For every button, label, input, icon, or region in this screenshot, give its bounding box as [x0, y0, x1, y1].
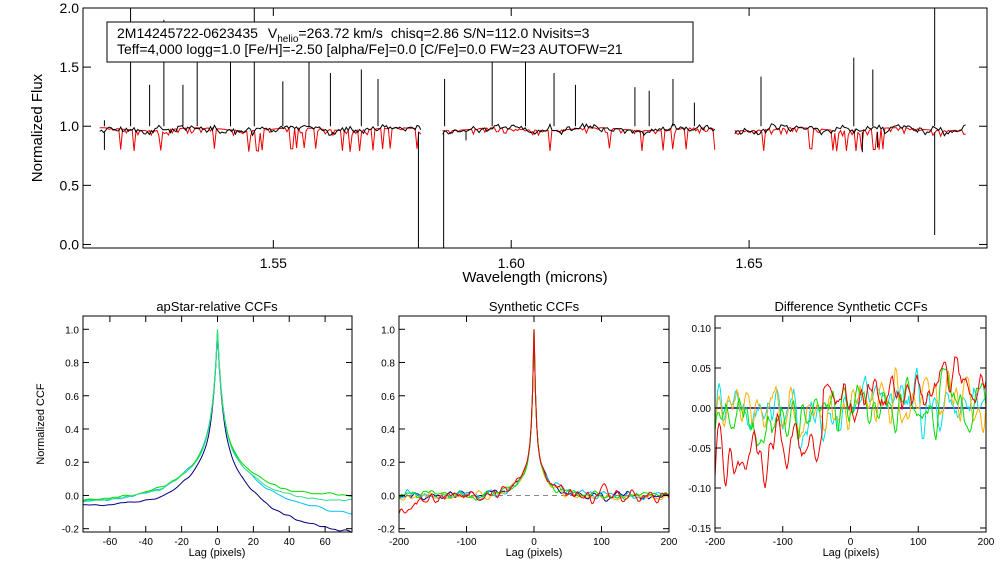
difference-ccf-line-1 [714, 367, 987, 451]
difference-x-tick-label: 0 [848, 537, 854, 548]
difference-x-tick-label: -200 [705, 537, 725, 548]
spectrum-x-tick-label: 1.65 [735, 255, 762, 271]
apstar-x-tick-label: 40 [284, 537, 296, 548]
synthetic-x-tick-label: 0 [531, 537, 537, 548]
spectrum-x-tick-label: 1.55 [260, 255, 287, 271]
synthetic-y-tick-label: 0.4 [381, 425, 395, 436]
apstar-y-tick-label: 0.2 [65, 458, 79, 469]
apstar-y-tick-label: 0.8 [65, 359, 79, 370]
difference-ccf-line-3 [714, 367, 987, 448]
model-spectrum-chip-0 [99, 126, 422, 152]
info-box [106, 21, 694, 63]
synthetic-ccf-line-1 [398, 329, 670, 501]
difference-y-tick-label: 0.05 [692, 364, 712, 375]
spectrum-y-label: Normalized Flux [29, 73, 46, 182]
apstar-x-tick-label: 0 [215, 537, 221, 548]
apstar-x-tick-label: 60 [320, 537, 332, 548]
synthetic-y-tick-label: 0.8 [381, 359, 395, 370]
observed-spectrum-chip-0 [99, 123, 422, 137]
apstar-ccf-line-2 [82, 329, 353, 502]
synthetic-y-tick-label: 0.0 [381, 491, 395, 502]
spectrum-y-tick-label: 1.5 [60, 59, 80, 75]
difference-ccf-line-2 [714, 366, 987, 438]
synthetic-x-tick-label: -100 [456, 537, 476, 548]
difference-ccf-data [714, 356, 987, 489]
difference-x-tick-label: -100 [773, 537, 793, 548]
synthetic-x-tick-label: -200 [389, 537, 409, 548]
apstar-y-tick-label: 1.0 [65, 325, 79, 336]
spectrum-x-tick-label: 1.60 [498, 255, 525, 271]
apstar-y-label: Normalized CCF [35, 383, 47, 465]
synthetic-ccf-line-2 [399, 329, 670, 501]
synthetic-y-tick-label: -0.2 [378, 525, 396, 536]
apstar-x-tick-label: -60 [103, 537, 118, 548]
apstar-ticks: -60 -40 -20 0 20 40 60 -0.2 0.0 0.2 0.4 0.6 0.8 1.0 [62, 316, 352, 548]
synthetic-y-tick-label: 0.6 [381, 392, 395, 403]
difference-ccf-panel: Difference Synthetic CCFs -200 -100 0 100 20… [688, 299, 995, 559]
apstar-x-tick-label: -20 [174, 537, 189, 548]
difference-y-tick-label: -0.15 [688, 524, 711, 535]
difference-ticks: -200 -100 0 100 200 -0.15 -0.10 -0.05 0.00 0.05 0.… [688, 316, 995, 548]
apstar-y-tick-label: 0.0 [65, 491, 79, 502]
apstar-title: apStar-relative CCFs [156, 299, 278, 314]
apstar-ccf-panel: apStar-relative CCFs -60 -40 -20 0 20 40 60 -0.… [35, 299, 353, 559]
synthetic-x-tick-label: 100 [593, 537, 610, 548]
spectrum-y-tick-label: 2.0 [60, 0, 80, 16]
apstar-y-tick-label: -0.2 [62, 525, 80, 536]
apstar-x-tick-label: 20 [248, 537, 260, 548]
apstar-y-tick-label: 0.4 [65, 425, 79, 436]
apstar-ccf-data [82, 329, 353, 534]
observed-spectrum-chip-1 [442, 122, 716, 137]
difference-y-tick-label: -0.05 [688, 444, 711, 455]
synthetic-y-tick-label: 1.0 [381, 325, 395, 336]
difference-ccf-line-4 [714, 356, 987, 489]
difference-y-tick-label: 0.00 [692, 404, 712, 415]
observed-spectrum-chip-2 [734, 123, 966, 137]
info-line-2: Teff=4,000 logg=1.0 [Fe/H]=-2.50 [alpha/… [117, 41, 623, 57]
spectrum-y-tick-label: 1.0 [60, 118, 80, 134]
spectrum-y-tick-label: 0.0 [60, 236, 80, 252]
synthetic-ccf-data [398, 329, 670, 514]
apstar-ccf-line-0 [82, 332, 353, 534]
apstar-ccf-line-3 [82, 330, 353, 503]
synthetic-x-label: Lag (pixels) [506, 547, 563, 559]
spectrum-y-tick-label: 0.5 [60, 177, 80, 193]
spectrum-frame [82, 7, 988, 249]
apstar-ccf-line-1 [82, 332, 353, 515]
apstar-x-label: Lag (pixels) [189, 547, 246, 559]
synthetic-x-tick-label: 200 [661, 537, 678, 548]
spectrum-x-label: Wavelength (microns) [462, 269, 607, 286]
model-spectrum-chip-1 [442, 127, 716, 151]
apstar-y-tick-label: 0.6 [65, 392, 79, 403]
synthetic-ticks: -200 -100 0 100 200 -0.2 0.0 0.2 0.4 0.6 0.8 1.0 [378, 316, 678, 548]
apstar-frame [82, 315, 353, 533]
difference-y-tick-label: -0.10 [688, 484, 711, 495]
info-line-1: 2M14245722-0623435 Vhelio=263.72 km/s chis… [117, 25, 590, 45]
synthetic-ccf-line-0 [398, 329, 670, 502]
difference-frame [714, 315, 987, 533]
spectrum-panel: 1.55 1.60 1.65 0.0 0.5 1.0 1.5 2.0 2M14245722-0… [29, 0, 988, 286]
synthetic-ccf-line-4 [398, 329, 670, 514]
difference-y-tick-label: 0.10 [692, 324, 712, 335]
difference-x-label: Lag (pixels) [823, 547, 880, 559]
difference-x-tick-label: 100 [910, 537, 927, 548]
synthetic-ccf-line-3 [398, 329, 670, 501]
synthetic-ccf-panel: Synthetic CCFs -200 -100 0 100 200 -0.2 0.0 0.2… [378, 299, 678, 559]
spectrum-ticks: 1.55 1.60 1.65 0.0 0.5 1.0 1.5 2.0 [60, 0, 987, 271]
synthetic-y-tick-label: 0.2 [381, 458, 395, 469]
difference-title: Difference Synthetic CCFs [775, 299, 928, 314]
synthetic-title: Synthetic CCFs [489, 299, 580, 314]
apstar-x-tick-label: -40 [139, 537, 154, 548]
difference-x-tick-label: 200 [978, 537, 995, 548]
